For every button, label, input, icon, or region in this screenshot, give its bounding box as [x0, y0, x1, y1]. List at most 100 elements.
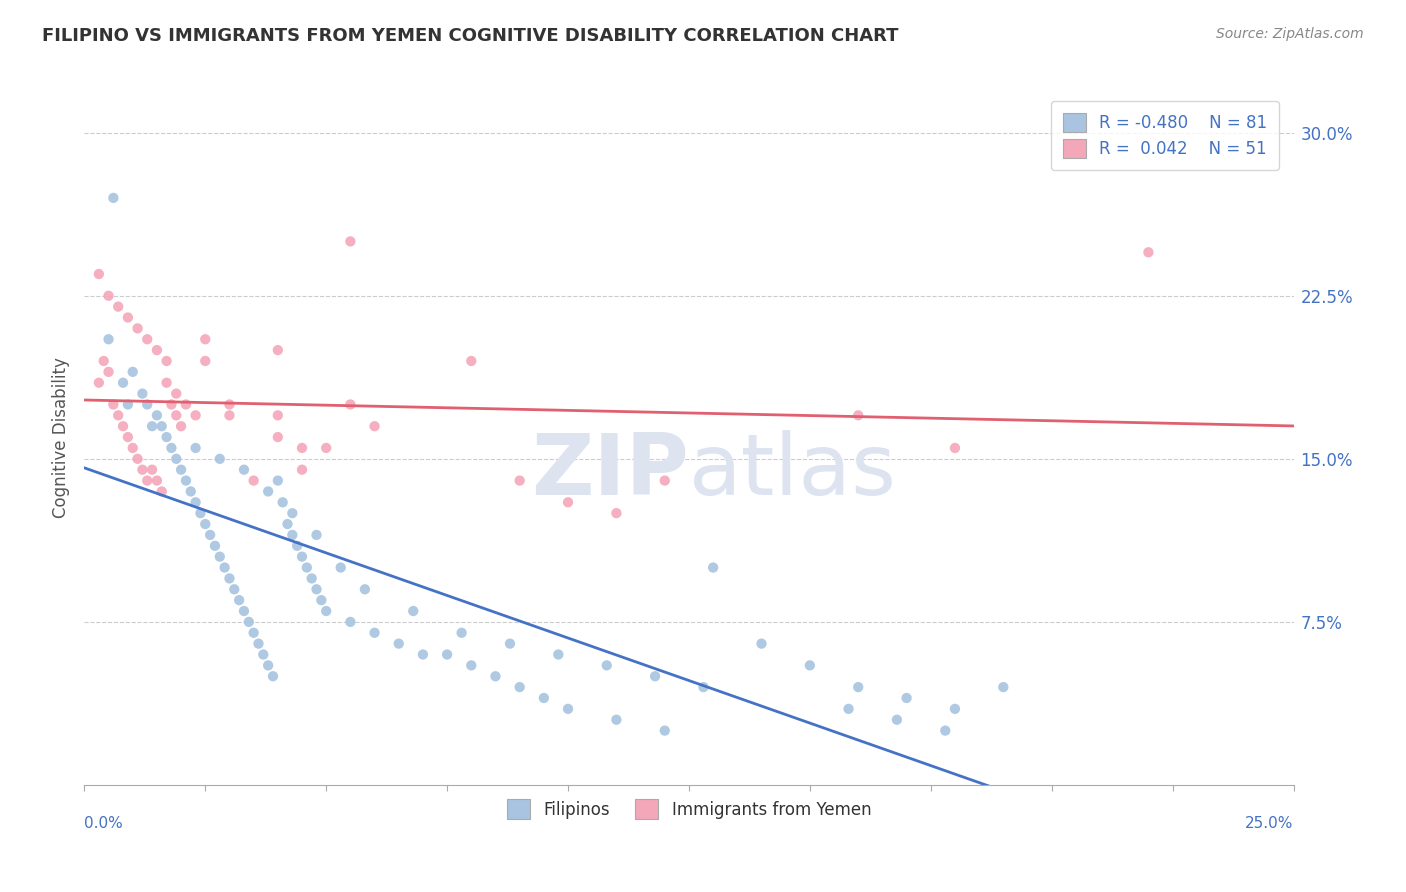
Point [247, 637, 270, 651]
Point [233, 463, 256, 477]
Point [943, 441, 966, 455]
Point [605, 506, 627, 520]
Point [557, 702, 579, 716]
Point [146, 343, 169, 357]
Point [305, 528, 328, 542]
Point [291, 463, 314, 477]
Point [257, 658, 280, 673]
Point [315, 604, 337, 618]
Point [339, 235, 361, 249]
Point [654, 723, 676, 738]
Point [509, 680, 531, 694]
Point [97, 332, 120, 346]
Point [107, 300, 129, 314]
Legend: Filipinos, Immigrants from Yemen: Filipinos, Immigrants from Yemen [501, 793, 877, 825]
Point [436, 648, 458, 662]
Point [846, 409, 869, 423]
Text: 25.0%: 25.0% [1246, 816, 1294, 831]
Point [112, 376, 135, 390]
Point [160, 397, 183, 411]
Point [97, 365, 120, 379]
Point [131, 386, 153, 401]
Text: FILIPINO VS IMMIGRANTS FROM YEMEN COGNITIVE DISABILITY CORRELATION CHART: FILIPINO VS IMMIGRANTS FROM YEMEN COGNIT… [42, 27, 898, 45]
Point [160, 441, 183, 455]
Point [654, 474, 676, 488]
Point [262, 669, 284, 683]
Point [218, 397, 240, 411]
Point [170, 463, 193, 477]
Point [117, 430, 139, 444]
Point [291, 549, 314, 564]
Point [165, 386, 187, 401]
Point [993, 680, 1015, 694]
Point [450, 625, 472, 640]
Point [339, 397, 361, 411]
Point [174, 474, 197, 488]
Point [242, 625, 264, 640]
Point [208, 549, 231, 564]
Point [281, 506, 304, 520]
Point [194, 516, 217, 531]
Point [184, 441, 207, 455]
Point [184, 495, 207, 509]
Point [224, 582, 246, 597]
Point [301, 571, 323, 585]
Text: Source: ZipAtlas.com: Source: ZipAtlas.com [1216, 27, 1364, 41]
Point [121, 441, 143, 455]
Point [484, 669, 506, 683]
Point [402, 604, 425, 618]
Point [257, 484, 280, 499]
Point [112, 419, 135, 434]
Point [136, 397, 159, 411]
Point [170, 419, 193, 434]
Point [751, 637, 773, 651]
Point [315, 441, 337, 455]
Point [460, 658, 482, 673]
Point [174, 397, 197, 411]
Point [87, 376, 110, 390]
Point [242, 474, 264, 488]
Point [267, 474, 290, 488]
Point [267, 430, 290, 444]
Point [107, 409, 129, 423]
Point [285, 539, 308, 553]
Point [165, 451, 187, 466]
Point [596, 658, 619, 673]
Point [702, 560, 724, 574]
Point [329, 560, 352, 574]
Point [136, 332, 159, 346]
Point [605, 713, 627, 727]
Text: atlas: atlas [689, 430, 897, 514]
Point [155, 430, 177, 444]
Point [184, 409, 207, 423]
Point [127, 451, 149, 466]
Point [87, 267, 110, 281]
Point [934, 723, 956, 738]
Point [460, 354, 482, 368]
Point [127, 321, 149, 335]
Point [271, 495, 294, 509]
Point [233, 604, 256, 618]
Point [1137, 245, 1160, 260]
Point [276, 516, 298, 531]
Point [547, 648, 569, 662]
Text: ZIP: ZIP [531, 430, 689, 514]
Point [412, 648, 434, 662]
Point [214, 560, 236, 574]
Text: 0.0%: 0.0% [84, 816, 124, 831]
Point [533, 690, 555, 705]
Point [305, 582, 328, 597]
Point [93, 354, 115, 368]
Point [180, 484, 202, 499]
Point [103, 191, 125, 205]
Point [141, 419, 163, 434]
Point [838, 702, 860, 716]
Point [499, 637, 522, 651]
Point [204, 539, 226, 553]
Point [190, 506, 212, 520]
Point [363, 419, 385, 434]
Point [150, 419, 173, 434]
Point [354, 582, 377, 597]
Point [557, 495, 579, 509]
Point [218, 409, 240, 423]
